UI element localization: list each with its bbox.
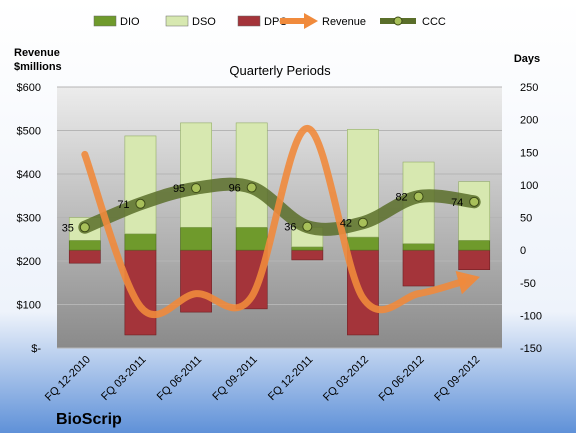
ccc-data-label: 42 <box>340 218 352 230</box>
ccc-point <box>135 198 146 209</box>
dso-bar <box>235 122 268 228</box>
company-name: BioScrip <box>56 411 122 428</box>
y-left-tick-label: $500 <box>17 126 41 138</box>
lines <box>78 124 481 318</box>
dio-bar <box>180 226 212 251</box>
dio-bar <box>124 233 157 251</box>
dso-bar <box>458 181 491 241</box>
y-right-tick-label: -50 <box>520 278 536 290</box>
y-left-tick-label: $300 <box>17 213 41 225</box>
dio-bar <box>402 243 435 251</box>
ccc-point <box>302 221 313 232</box>
dio-bar <box>347 236 379 251</box>
y-left-tick-label: $400 <box>17 169 41 181</box>
dio-bar <box>291 246 324 251</box>
y-right-tick-label: 0 <box>520 245 526 257</box>
ccc-data-label: 95 <box>173 183 185 195</box>
ccc-point <box>357 217 368 228</box>
y-left-tick-label: $- <box>31 343 41 355</box>
ccc-point <box>79 222 90 233</box>
ccc-data-label: 36 <box>284 222 296 234</box>
legend-swatch-ccc-marker <box>393 16 403 26</box>
legend-swatch-revenue-arrow <box>304 13 318 29</box>
y-right-tick-label: 100 <box>520 180 538 192</box>
ccc-point <box>191 183 202 194</box>
legend-label-dio: DIO <box>120 16 140 28</box>
y-right-tick-label: -150 <box>520 343 542 355</box>
y-left-tick-label: $100 <box>17 300 41 312</box>
y-left-tick-label: $200 <box>17 256 41 268</box>
y-right-label: Days <box>514 53 540 65</box>
ccc-point <box>246 182 257 193</box>
ccc-point <box>413 191 424 202</box>
y-left-tick-label: $600 <box>17 82 41 94</box>
data-labels: 35 71 95 96 36 42 82 74 <box>62 182 464 234</box>
dio-bar <box>458 240 491 251</box>
chart-title: Quarterly Periods <box>229 63 331 78</box>
legend-swatch-dpo <box>237 15 261 27</box>
y-right-tick-label: 50 <box>520 213 532 225</box>
dpo-bar <box>180 249 212 313</box>
y-left-label-line1: Revenue <box>14 47 60 59</box>
legend-label-ccc: CCC <box>422 16 446 28</box>
revenue-line <box>81 124 467 318</box>
legend-label-revenue: Revenue <box>322 16 366 28</box>
revenue-arrowhead <box>455 271 480 295</box>
y-right-tick-label: 200 <box>520 115 538 127</box>
ccc-data-label: 35 <box>62 222 74 234</box>
legend-swatch-dso <box>165 15 189 27</box>
dpo-bar <box>458 249 491 271</box>
y-right-tick-label: 250 <box>520 82 538 94</box>
y-right-tick-label: 150 <box>520 147 538 159</box>
y-right-tick-label: -100 <box>520 310 542 322</box>
ccc-data-label: 82 <box>395 192 407 204</box>
legend: DIO DSO DPO Revenue CCC <box>93 13 446 29</box>
dpo-bar <box>291 249 324 261</box>
ccc-data-label: 71 <box>117 199 129 211</box>
legend-label-dso: DSO <box>192 16 216 28</box>
dso-bar <box>124 135 157 235</box>
dso-bar <box>180 122 212 228</box>
dio-bar <box>68 240 101 251</box>
dpo-bar <box>68 249 101 264</box>
dio-bar <box>235 226 268 251</box>
dpo-bar <box>402 249 435 287</box>
ccc-point <box>469 196 480 207</box>
y-left-label-line2: $millions <box>14 61 62 73</box>
ccc-data-label: 74 <box>451 197 463 209</box>
legend-swatch-dio <box>93 15 117 27</box>
ccc-data-label: 96 <box>229 182 241 194</box>
